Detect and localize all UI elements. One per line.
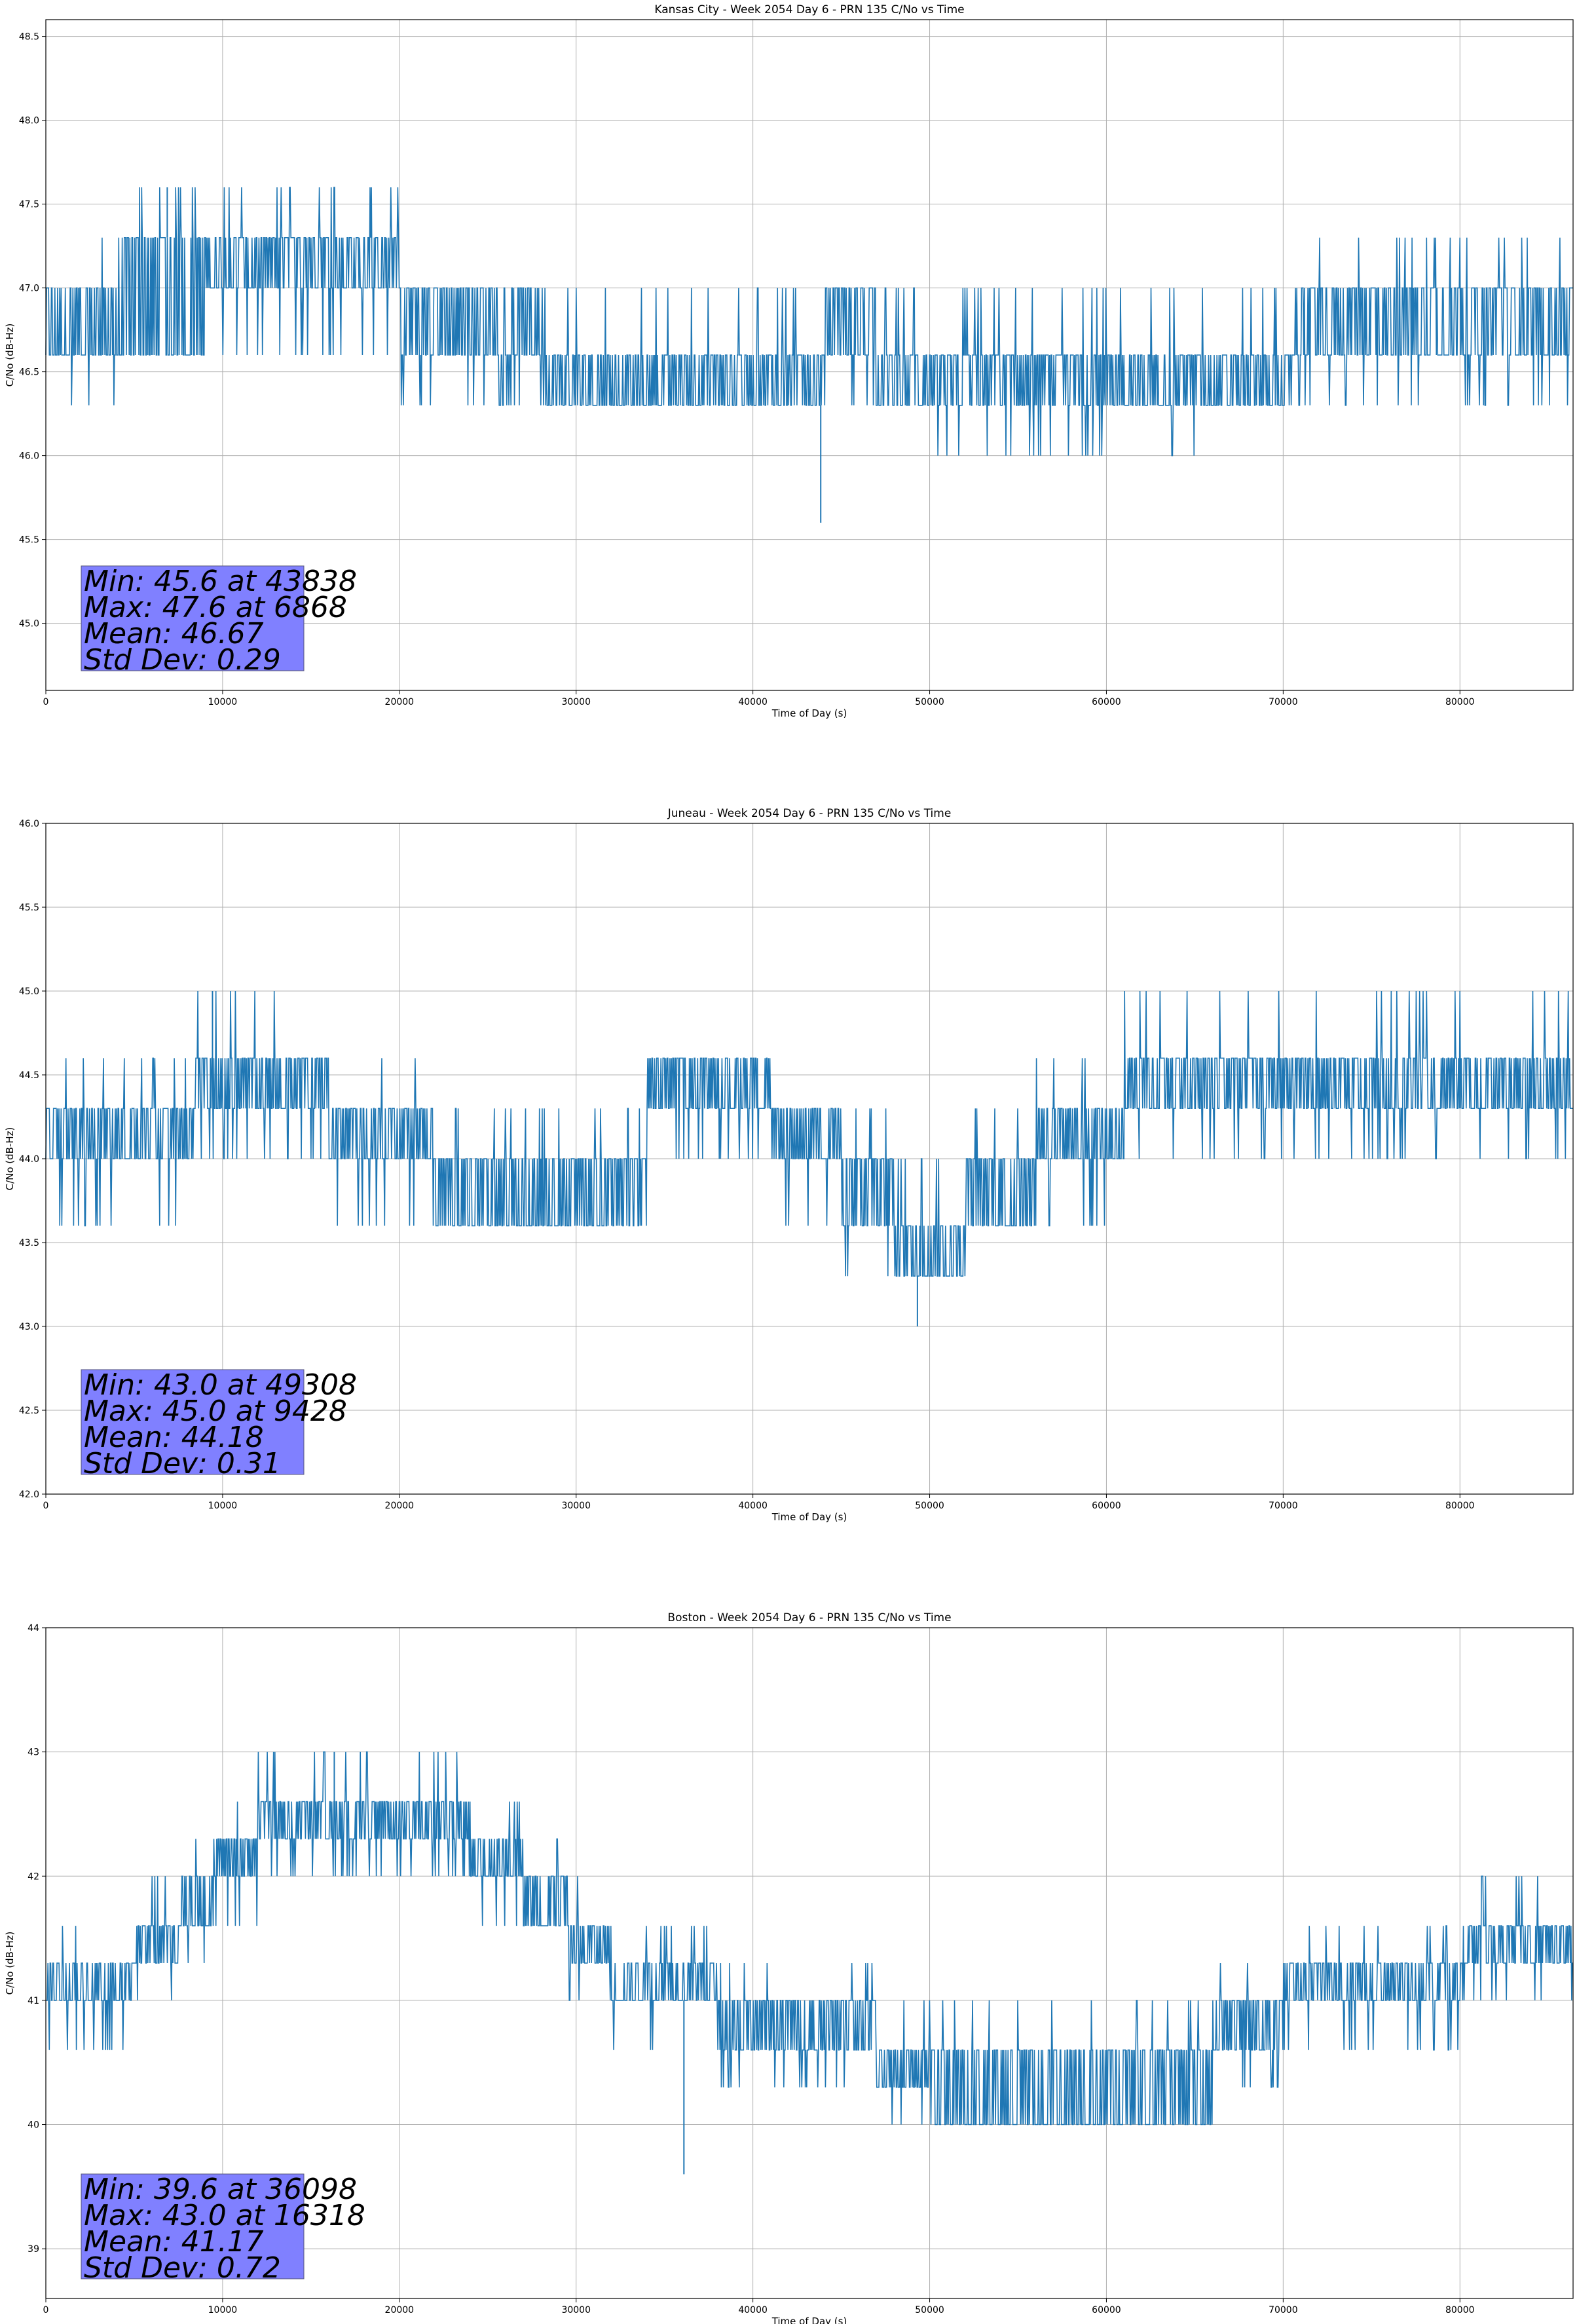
chart-title: Kansas City - Week 2054 Day 6 - PRN 135 … <box>654 3 964 16</box>
x-tick-label: 70000 <box>1269 1501 1298 1511</box>
x-tick-label: 50000 <box>915 697 944 707</box>
x-tick-label: 30000 <box>561 697 591 707</box>
x-tick-label: 60000 <box>1092 1501 1121 1511</box>
y-tick-label: 44.0 <box>19 1154 39 1165</box>
y-tick-label: 43 <box>28 1748 39 1758</box>
x-tick-label: 50000 <box>915 1501 944 1511</box>
x-tick-label: 20000 <box>385 2305 415 2315</box>
y-tick-label: 45.0 <box>19 986 39 997</box>
y-tick-label: 46.5 <box>19 367 39 378</box>
x-tick-label: 40000 <box>738 697 768 707</box>
x-tick-label: 80000 <box>1445 1501 1475 1511</box>
y-tick-label: 42.5 <box>19 1406 39 1416</box>
y-tick-label: 45.5 <box>19 903 39 913</box>
stats-box <box>81 1369 305 1475</box>
y-tick-label: 40 <box>28 2120 39 2131</box>
x-tick-label: 20000 <box>385 697 415 707</box>
chart-panel-3: 0 10000 20000 30000 40000 50000 60000 70000 8000… <box>4 1611 1574 2324</box>
x-axis-label: Time of Day (s) <box>771 707 847 719</box>
x-tick-label: 10000 <box>208 2305 238 2315</box>
x-tick-label: 70000 <box>1269 697 1298 707</box>
x-tick-label: 40000 <box>738 2305 768 2315</box>
y-tick-label: 44.5 <box>19 1070 39 1081</box>
y-tick-label: 44 <box>28 1623 39 1634</box>
x-tick-label: 60000 <box>1092 697 1121 707</box>
x-tick-label: 80000 <box>1445 2305 1475 2315</box>
stats-line: Std Dev: 0.72 <box>84 2251 281 2285</box>
chart-panel-1: 0 10000 20000 30000 40000 50000 60000 70000 8000… <box>4 3 1574 719</box>
x-tick-label: 10000 <box>208 1501 238 1511</box>
y-tick-label: 43.0 <box>19 1322 39 1332</box>
data-series-line <box>46 1751 1573 2126</box>
stats-line: Mean: 41.17 <box>84 2225 264 2258</box>
y-tick-label: 42.0 <box>19 1490 39 1500</box>
stats-line: Std Dev: 0.31 <box>84 1447 281 1480</box>
chart-title: Boston - Week 2054 Day 6 - PRN 135 C/No … <box>667 1611 951 1624</box>
x-axis-label: Time of Day (s) <box>771 1511 847 1523</box>
x-tick-label: 30000 <box>561 1501 591 1511</box>
x-tick-label: 0 <box>43 2305 49 2315</box>
y-tick-label: 46.0 <box>19 819 39 829</box>
y-tick-label: 47.0 <box>19 284 39 294</box>
y-tick-label: 39 <box>28 2244 39 2255</box>
stats-line: Max: 47.6 at 6868 <box>84 591 347 624</box>
y-tick-label: 47.5 <box>19 200 39 210</box>
stats-line: Min: 45.6 at 43838 <box>84 565 357 598</box>
y-tick-label: 48.5 <box>19 32 39 43</box>
x-axis-label: Time of Day (s) <box>771 2315 847 2324</box>
axes-frame <box>45 1627 1574 2299</box>
y-tick-label: 43.5 <box>19 1238 39 1248</box>
y-axis-label: C/No (dB-Hz) <box>4 324 16 387</box>
stats-line: Mean: 44.18 <box>84 1421 264 1454</box>
x-tick-label: 80000 <box>1445 697 1475 707</box>
stats-line: Min: 39.6 at 36098 <box>84 2173 357 2206</box>
y-tick-label: 48.0 <box>19 116 39 126</box>
stats-box <box>81 565 305 671</box>
stats-line: Mean: 46.67 <box>84 617 264 650</box>
x-tick-label: 30000 <box>561 2305 591 2315</box>
x-tick-label: 0 <box>43 697 49 707</box>
y-tick-label: 45.5 <box>19 535 39 546</box>
x-tick-label: 0 <box>43 1501 49 1511</box>
stats-line: Max: 43.0 at 16318 <box>84 2199 365 2232</box>
x-tick-label: 50000 <box>915 2305 944 2315</box>
y-tick-label: 41 <box>28 1996 39 2006</box>
axes-frame <box>45 19 1574 691</box>
stats-line: Std Dev: 0.29 <box>84 643 281 677</box>
chart-title: Juneau - Week 2054 Day 6 - PRN 135 C/No … <box>667 807 952 820</box>
y-axis-label: C/No (dB-Hz) <box>4 1127 16 1191</box>
chart-panel-2: 0 10000 20000 30000 40000 50000 60000 70000 8000… <box>4 807 1574 1523</box>
y-tick-label: 46.0 <box>19 451 39 462</box>
stats-box <box>81 2173 305 2279</box>
stats-line: Min: 43.0 at 49308 <box>84 1368 357 1402</box>
y-tick-label: 45.0 <box>19 619 39 629</box>
x-tick-label: 70000 <box>1269 2305 1298 2315</box>
y-tick-label: 42 <box>28 1871 39 1882</box>
data-series-line <box>45 187 1573 457</box>
stats-line: Max: 45.0 at 9428 <box>84 1395 347 1428</box>
x-tick-label: 60000 <box>1092 2305 1121 2315</box>
y-axis-label: C/No (dB-Hz) <box>4 1932 16 1995</box>
x-tick-label: 40000 <box>738 1501 768 1511</box>
x-tick-label: 20000 <box>385 1501 415 1511</box>
x-tick-label: 10000 <box>208 697 238 707</box>
data-series-line <box>45 990 1573 1277</box>
